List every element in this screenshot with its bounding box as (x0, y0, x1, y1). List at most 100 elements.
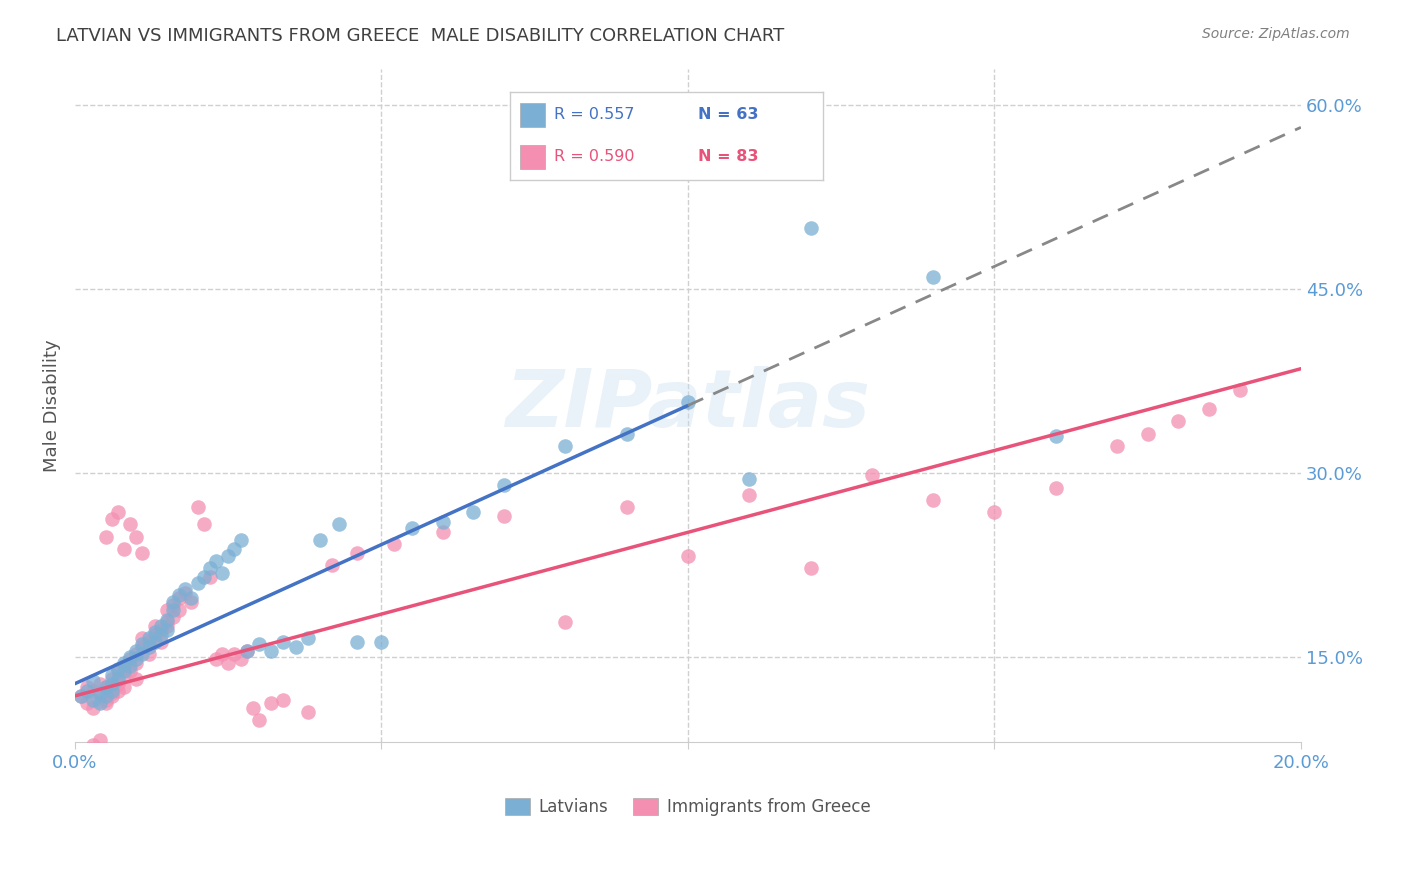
Point (1167, 414, 1189, 428)
Point (143, 619, 166, 633)
Point (94, 689, 117, 703)
Point (156, 603, 179, 617)
Point (1045, 481, 1067, 495)
Point (554, 615, 576, 630)
Point (112, 656, 135, 670)
Point (101, 689, 124, 703)
Point (70, 689, 93, 703)
Point (94, 696, 117, 710)
Point (247, 714, 270, 728)
Point (328, 517, 350, 532)
Point (82, 692, 104, 706)
Point (82, 684, 104, 698)
Point (112, 665, 135, 679)
Point (494, 508, 516, 523)
Point (167, 591, 190, 605)
Point (1105, 439, 1128, 453)
Point (193, 517, 215, 532)
Y-axis label: Male Disability: Male Disability (44, 339, 60, 472)
Point (346, 545, 368, 559)
Point (143, 627, 166, 641)
Point (983, 505, 1005, 519)
Point (76, 696, 98, 710)
Point (125, 643, 148, 657)
Text: LATVIAN VS IMMIGRANTS FROM GREECE  MALE DISABILITY CORRELATION CHART: LATVIAN VS IMMIGRANTS FROM GREECE MALE D… (56, 27, 785, 45)
Point (94, 681, 117, 695)
Point (162, 598, 184, 612)
Point (211, 647, 233, 661)
Point (149, 623, 172, 637)
Point (89, 676, 111, 690)
Point (107, 684, 129, 698)
Point (217, 549, 239, 564)
Point (101, 672, 124, 686)
Point (112, 668, 135, 682)
Point (242, 701, 264, 715)
Point (198, 570, 221, 584)
Point (120, 665, 142, 679)
Point (205, 652, 228, 666)
Point (738, 472, 761, 486)
Point (297, 705, 319, 719)
Point (156, 615, 179, 630)
Point (229, 652, 252, 666)
Point (174, 586, 197, 600)
Point (247, 637, 270, 651)
Point (156, 619, 179, 633)
Point (76, 684, 98, 698)
Point (107, 505, 129, 519)
Text: ZIPatlas: ZIPatlas (505, 367, 870, 444)
Point (94, 692, 117, 706)
Point (125, 647, 148, 661)
Point (89, 733, 111, 747)
Point (180, 591, 202, 605)
Point (346, 635, 368, 649)
Point (167, 603, 190, 617)
Point (101, 512, 124, 526)
Point (432, 524, 454, 539)
Point (922, 269, 945, 284)
Point (138, 635, 160, 649)
Point (162, 603, 184, 617)
Point (125, 530, 148, 544)
Point (1136, 426, 1159, 441)
Point (432, 515, 454, 529)
Point (138, 632, 160, 646)
Point (494, 478, 516, 492)
Point (370, 635, 392, 649)
Point (94, 681, 117, 695)
Point (82, 738, 104, 752)
Point (131, 640, 153, 654)
Point (131, 545, 153, 559)
Point (82, 701, 104, 715)
Point (676, 394, 699, 409)
Point (131, 632, 153, 646)
Point (382, 537, 405, 551)
Point (76, 681, 98, 695)
Point (860, 468, 883, 483)
Point (101, 684, 124, 698)
Point (138, 647, 160, 661)
Point (70, 689, 93, 703)
Point (101, 686, 124, 700)
Point (94, 530, 117, 544)
Point (1198, 402, 1220, 417)
Point (1045, 429, 1067, 443)
Point (89, 696, 111, 710)
Point (143, 625, 166, 640)
Point (193, 570, 215, 584)
Point (284, 640, 307, 654)
Point (156, 613, 179, 627)
Point (125, 656, 148, 670)
Point (616, 426, 638, 441)
Point (297, 632, 319, 646)
Point (156, 623, 179, 637)
Point (149, 627, 172, 641)
Point (120, 659, 142, 673)
Point (235, 643, 257, 657)
Point (463, 505, 485, 519)
Point (235, 643, 257, 657)
Point (224, 647, 246, 661)
Point (922, 492, 945, 507)
Point (107, 676, 129, 690)
